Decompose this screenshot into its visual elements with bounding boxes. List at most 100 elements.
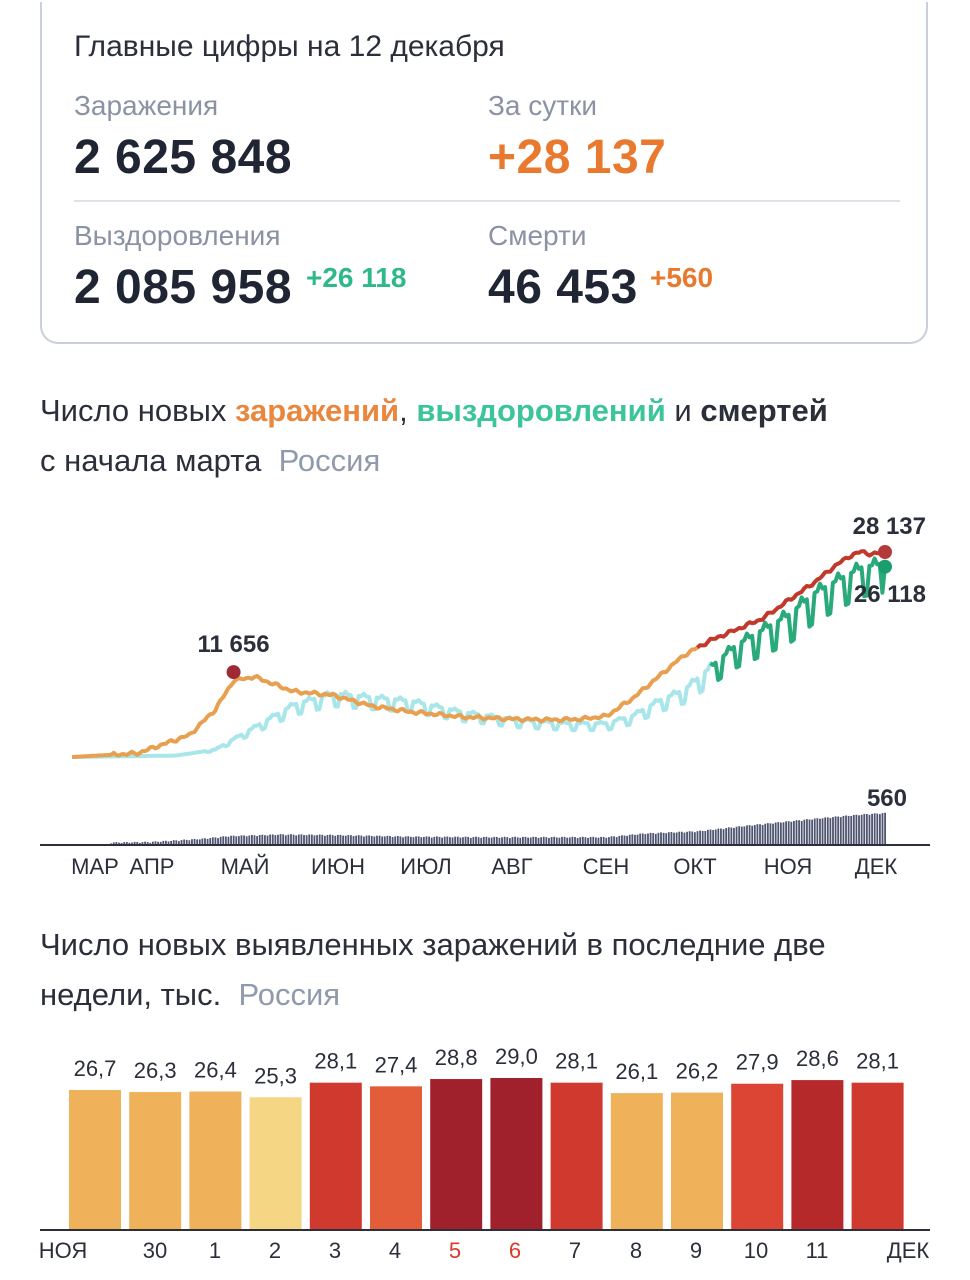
deaths-bar	[430, 837, 433, 844]
deaths-bar	[858, 815, 860, 844]
deaths-bar	[824, 817, 827, 844]
month-label: АПР	[130, 854, 175, 879]
deaths-bar	[829, 818, 832, 844]
deaths-bar	[863, 813, 866, 844]
deaths-bar	[394, 836, 397, 844]
bar	[851, 1082, 904, 1229]
deaths-bar	[253, 835, 256, 844]
deaths-bar	[188, 840, 191, 844]
month-label: ИЮЛ	[400, 854, 452, 879]
deaths-bar	[433, 836, 436, 844]
deaths-bar	[381, 836, 384, 844]
deaths-bars	[110, 812, 886, 844]
deaths-bar	[759, 824, 761, 844]
recoveries-line	[72, 592, 817, 759]
deaths-bar	[115, 842, 118, 844]
deaths-bar	[821, 818, 824, 844]
summary-card: Главные цифры на 12 декабря Заражения 2 …	[40, 2, 928, 344]
deaths-bar	[688, 831, 691, 844]
deaths-bar	[605, 837, 608, 844]
deaths-bar	[871, 813, 873, 844]
month-label: СЕН	[583, 854, 629, 879]
deaths-bar	[412, 837, 415, 844]
deaths-bar	[415, 836, 417, 844]
deaths-bar	[667, 832, 670, 844]
deaths-bar	[587, 837, 589, 844]
bar-tick-label: ДЕК	[887, 1238, 930, 1263]
bar	[731, 1083, 784, 1229]
deaths-bar	[409, 836, 412, 844]
bar	[671, 1092, 723, 1229]
deaths-bar	[436, 836, 438, 844]
deaths-bar	[144, 841, 146, 844]
deaths-bar	[266, 835, 269, 844]
deaths-bar	[686, 831, 688, 844]
last-recoveries-label: 26 118	[854, 581, 926, 608]
deaths-bar	[383, 836, 386, 844]
deaths-bar	[355, 835, 358, 844]
deaths-bar	[535, 836, 537, 844]
deaths-bar	[779, 822, 782, 844]
bar-value-label: 26,2	[676, 1059, 719, 1084]
deaths-bar	[472, 837, 475, 844]
deaths-bar	[250, 834, 253, 844]
deaths-bar	[615, 837, 618, 844]
deaths-bar	[396, 835, 399, 844]
deaths-bar	[292, 834, 295, 844]
deaths-bar	[589, 837, 592, 844]
last-infections-label: 28 137	[853, 513, 926, 540]
deaths-bar	[644, 834, 647, 844]
deaths-bar	[537, 837, 540, 844]
deaths-bar	[766, 823, 769, 844]
deaths-bar	[352, 836, 355, 844]
deaths-bar	[334, 835, 337, 844]
deaths-bar	[678, 831, 681, 844]
chart2-heading-line2: недели, тыс.	[40, 977, 222, 1012]
deaths-bar	[527, 837, 530, 844]
deaths-bar	[790, 821, 793, 844]
deaths-bar	[725, 828, 728, 844]
bar-tick-label: 1	[209, 1238, 221, 1263]
deaths-bar	[425, 836, 428, 844]
bar-tick-label: 30	[143, 1238, 167, 1263]
bar-tick-label: 11	[806, 1238, 829, 1263]
bar-tick-label: 4	[389, 1238, 401, 1263]
deaths-bar	[125, 842, 128, 844]
deaths-bar	[141, 842, 144, 844]
deaths-bar	[240, 835, 243, 844]
month-label: МАР	[71, 854, 119, 879]
deaths-bar	[800, 820, 803, 844]
deaths-bar	[477, 837, 480, 844]
deaths-bar	[313, 835, 316, 844]
deaths-bar	[495, 836, 498, 844]
deaths-bar	[248, 835, 251, 844]
chart1-heading-infections: заражений	[235, 393, 400, 428]
deaths-bar	[873, 813, 876, 844]
deaths-bar	[136, 842, 139, 844]
deaths-bar	[224, 836, 227, 844]
deaths-bar	[675, 832, 678, 844]
deaths-bar	[837, 816, 840, 844]
deaths-bar	[373, 836, 376, 844]
deaths-bar	[839, 817, 842, 844]
deaths-bar	[699, 830, 701, 844]
deaths-bar	[683, 832, 686, 844]
deaths-bar	[847, 815, 850, 844]
deaths-bar	[808, 819, 811, 844]
bar-value-label: 28,1	[314, 1049, 357, 1074]
deaths-bar	[316, 835, 318, 844]
deaths-bar	[198, 839, 201, 844]
chart1-heading-line2: с начала марта	[40, 443, 262, 478]
deaths-bar	[120, 842, 123, 844]
deaths-bar	[175, 840, 178, 844]
deaths-bar	[258, 835, 261, 844]
deaths-bar	[733, 827, 735, 844]
deaths-bar	[214, 837, 217, 844]
deaths-bar	[571, 836, 574, 844]
deaths-bar	[654, 833, 657, 844]
deaths-bar	[881, 813, 884, 844]
deaths-bar	[584, 837, 587, 844]
deaths-bar	[464, 836, 467, 844]
bar	[189, 1091, 242, 1229]
deaths-bar	[623, 835, 626, 844]
